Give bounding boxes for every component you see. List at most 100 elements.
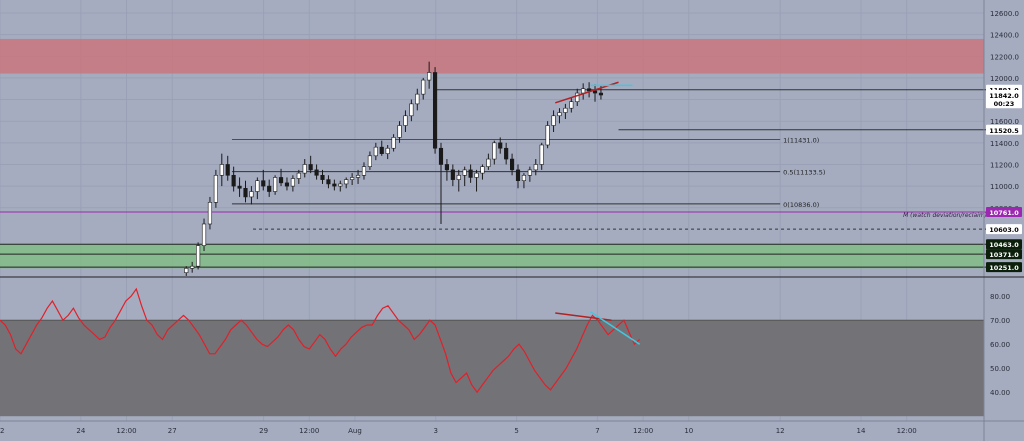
candle-body-69 <box>592 90 598 94</box>
candle-body-44 <box>444 164 449 171</box>
price-badge-label-5: 10603.0 <box>989 226 1019 234</box>
candle-body-65 <box>569 101 574 109</box>
level-label-2: 0(10836.0) <box>783 201 819 209</box>
time-tick-label-2: 12:00 <box>116 427 136 435</box>
candle-body-18 <box>290 178 295 187</box>
candle-body-13 <box>261 180 266 187</box>
price-badge-label-1: 11842.0 <box>989 92 1019 100</box>
candle-body-37 <box>403 115 408 126</box>
price-badge-bg-3 <box>986 124 1022 135</box>
candle-body-17 <box>284 182 290 187</box>
price-tick-label-7: 11200.0 <box>990 161 1019 169</box>
candle-body-66 <box>575 92 580 103</box>
price-badge-label-8: 10251.0 <box>989 264 1019 272</box>
candle-body-68 <box>587 88 592 92</box>
candle-body-20 <box>302 164 307 174</box>
price-badge-bg-6 <box>986 239 1022 250</box>
candle-body-32 <box>373 146 378 157</box>
time-tick-label-12: 12 <box>776 427 785 435</box>
candle-body-36 <box>397 125 402 138</box>
price-badge-bg-1 <box>986 90 1022 101</box>
candle-body-59 <box>533 164 538 171</box>
price-badge-bg-4 <box>986 206 1022 217</box>
rsi-trendline-1 <box>589 311 641 345</box>
price-tick-label-8: 11000.0 <box>990 183 1019 191</box>
price-badge-bg-8 <box>986 262 1022 273</box>
candle-body-10 <box>243 187 248 198</box>
candle-body-58 <box>527 169 532 176</box>
price-badge-label-2: 00:23 <box>994 100 1015 108</box>
candle-body-22 <box>314 169 319 176</box>
candle-body-3 <box>201 223 207 246</box>
time-tick-label-7: 3 <box>434 427 438 435</box>
time-tick-label-0: 22 <box>0 427 4 435</box>
candle-body-31 <box>367 155 372 167</box>
rsi-tick-label-1: 70.00 <box>990 317 1010 325</box>
rsi-tick-label-2: 60.00 <box>990 341 1010 349</box>
candle-body-29 <box>355 174 361 178</box>
candle-body-50 <box>480 166 485 174</box>
price-tick-label-1: 12400.0 <box>990 32 1019 40</box>
time-tick-label-6: Aug <box>348 427 362 435</box>
price-badge-label-3: 11520.5 <box>989 127 1019 135</box>
price-badge-bg-2 <box>986 98 1022 109</box>
time-tick-label-13: 14 <box>857 427 866 435</box>
candle-body-21 <box>308 164 313 171</box>
candle-body-43 <box>438 147 444 165</box>
candle-body-47 <box>462 169 467 176</box>
candle-body-11 <box>249 191 254 198</box>
candle-body-26 <box>338 183 343 187</box>
time-scale-bg <box>0 421 1024 441</box>
time-tick-label-8: 5 <box>514 427 518 435</box>
candle-body-28 <box>350 177 355 180</box>
candle-body-23 <box>320 174 325 180</box>
price-badge-label-7: 10371.0 <box>989 251 1019 259</box>
candle-body-9 <box>237 185 242 189</box>
candle-body-60 <box>539 144 544 165</box>
rsi-line <box>0 287 641 394</box>
candle-body-40 <box>421 79 426 95</box>
candle-body-35 <box>391 137 396 149</box>
candle-body-52 <box>492 142 497 160</box>
price-scale-bg <box>984 0 1024 441</box>
rsi-tick-label-4: 40.00 <box>990 389 1010 397</box>
candle-body-33 <box>379 146 384 154</box>
candle-body-46 <box>456 174 461 180</box>
rsi-tick-label-0: 80.00 <box>990 293 1010 301</box>
price-tick-label-5: 11600.0 <box>990 118 1019 126</box>
candle-body-16 <box>278 177 284 184</box>
price-badge-bg-7 <box>986 249 1022 260</box>
price-tick-label-3: 12000.0 <box>990 75 1019 83</box>
candle-body-61 <box>545 125 550 146</box>
candle-body-54 <box>504 147 509 160</box>
candle-body-7 <box>225 164 230 176</box>
time-tick-label-10: 12:00 <box>633 427 653 435</box>
candle-body-48 <box>468 169 473 178</box>
candle-body-15 <box>273 177 278 192</box>
candle-body-34 <box>385 147 390 154</box>
time-tick-label-9: 7 <box>595 427 599 435</box>
candle-body-14 <box>267 185 272 192</box>
time-tick-label-4: 29 <box>259 427 268 435</box>
price-tick-label-2: 12200.0 <box>990 53 1019 61</box>
rsi-tick-label-3: 50.00 <box>990 365 1010 373</box>
candle-body-5 <box>213 174 218 203</box>
zone-demand <box>0 243 984 269</box>
candle-body-4 <box>207 202 213 225</box>
price-badge-label-4: 10761.0 <box>989 209 1019 217</box>
trendlines <box>555 81 641 345</box>
candle-body-67 <box>581 88 586 94</box>
time-tick-label-14: 12:00 <box>897 427 917 435</box>
candle-body-56 <box>515 169 521 181</box>
candle-body-25 <box>332 183 337 187</box>
candle-body-8 <box>231 174 236 187</box>
candle-body-49 <box>474 172 479 178</box>
candle-body-55 <box>510 158 515 171</box>
candle-body-51 <box>486 158 491 167</box>
candle-body-27 <box>344 179 349 185</box>
candle-body-12 <box>255 180 260 192</box>
rsi-band <box>0 320 984 417</box>
candle-body-45 <box>450 169 455 180</box>
